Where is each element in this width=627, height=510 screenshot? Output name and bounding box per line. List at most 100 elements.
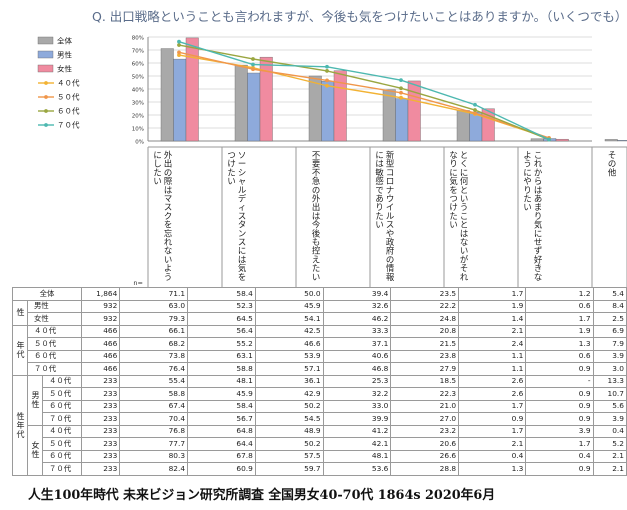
value-cell: 27.9 <box>390 362 460 376</box>
value-cell: 58.8 <box>187 362 256 376</box>
value-cell: 37.1 <box>322 337 392 351</box>
value-cell: 46.6 <box>254 337 324 351</box>
value-cell: 80.3 <box>119 449 189 463</box>
value-cell: 32.2 <box>322 387 392 401</box>
y-tick-label: 60% <box>132 62 144 68</box>
value-cell: 46.8 <box>322 362 392 376</box>
table-row: ５０代 233 77.7 64.4 50.2 42.1 20.6 2.1 1.7 5.2 <box>13 437 627 451</box>
line-point-0-0 <box>177 53 181 57</box>
n-cell: 233 <box>80 424 121 438</box>
line-series-3 <box>178 41 550 141</box>
line-point-3-2 <box>325 64 329 69</box>
value-cell: 45.9 <box>254 299 324 313</box>
value-cell: 55.4 <box>119 374 189 388</box>
value-cell: 64.5 <box>187 312 256 326</box>
value-cell: 76.8 <box>119 424 189 438</box>
legend-swatch-0 <box>37 36 54 45</box>
category-labels: 外出の際はマスクを忘れないようにしたい ソーシャルディスタンスには気をつけたい 不要… <box>133 146 627 287</box>
n-cell: 233 <box>80 399 121 413</box>
value-cell: 22.3 <box>390 387 460 401</box>
y-tick-label: 80% <box>132 36 144 42</box>
value-cell: 58.8 <box>119 387 189 401</box>
line-point-1-2 <box>325 78 329 83</box>
value-cell: 1.9 <box>525 324 594 338</box>
value-cell: 20.8 <box>390 324 460 338</box>
table-row: 女性 932 79.3 64.5 54.1 46.2 24.8 1.4 1.7 2.5 <box>13 312 627 326</box>
bar-2-1 <box>259 56 273 142</box>
value-cell: 1.1 <box>458 349 527 363</box>
bar-0-3 <box>382 89 396 142</box>
n-cell: 233 <box>80 449 121 463</box>
value-cell: 3.9 <box>592 412 627 426</box>
value-cell: 60.9 <box>187 462 256 476</box>
line-series-0 <box>178 54 550 139</box>
subgroup-label: 男性 <box>27 374 43 426</box>
value-cell: 0.4 <box>592 424 627 438</box>
table-row: 性年代 男性 ４０代 233 55.4 48.1 36.1 25.3 18.5 2.6-13.3 <box>12 374 627 476</box>
line-point-1-0 <box>177 50 181 55</box>
value-cell: 57.1 <box>254 362 324 376</box>
group-label: 性 <box>12 299 28 326</box>
data-table: 全体 1,864 71.1 58.4 50.0 39.4 23.5 1.7 1.2 5.4 性男性 9… <box>12 287 627 476</box>
line-point-0-3 <box>399 95 403 100</box>
value-cell: 0.4 <box>525 449 594 463</box>
value-cell: 48.1 <box>322 449 392 463</box>
legend-marker-1 <box>44 95 48 99</box>
table-row: ６０代 466 73.8 63.1 53.9 40.6 23.8 1.1 0.6 3.9 <box>13 349 627 363</box>
category-label-6: その他 <box>608 150 617 177</box>
legend-label: 男性 <box>57 50 72 60</box>
row-label: 女性 <box>27 312 82 326</box>
value-cell: 66.1 <box>119 324 189 338</box>
y-tick-label: 10% <box>132 127 144 133</box>
value-cell: 7.9 <box>592 337 627 351</box>
value-cell: 5.6 <box>592 399 627 413</box>
value-cell: 28.8 <box>390 462 460 476</box>
value-cell: 1.7 <box>458 399 527 413</box>
table-row: ６０代 233 80.3 67.8 57.5 48.1 26.6 0.4 0.4 2.1 <box>13 449 627 463</box>
line-point-3-0 <box>177 39 181 44</box>
row-label: ４０代 <box>27 324 82 338</box>
value-cell: 53.6 <box>322 462 392 476</box>
group-label: 年代 <box>12 324 28 376</box>
row-label: ７０代 <box>27 362 82 376</box>
legend-label: ５０代 <box>57 92 80 102</box>
value-cell: 1.7 <box>458 287 527 301</box>
category-label-4: とくに何ということはないがそれなりに気をつけたい <box>449 150 469 282</box>
bar-0-4 <box>456 110 470 142</box>
row-label: 全体 <box>12 287 82 301</box>
value-cell: 50.0 <box>254 287 324 301</box>
value-cell: 59.7 <box>254 462 324 476</box>
line-point-2-4 <box>473 108 477 112</box>
line-point-0-2 <box>325 83 329 88</box>
value-cell: 23.8 <box>390 349 460 363</box>
bar-2-5 <box>555 138 569 142</box>
value-cell: 57.5 <box>254 449 324 463</box>
row-label: ４０代 <box>42 424 82 438</box>
y-tick-label: 20% <box>132 114 144 120</box>
row-label: 男性 <box>27 299 82 313</box>
value-cell: 77.7 <box>119 437 189 451</box>
value-cell: 1.9 <box>458 299 527 313</box>
value-cell: 1.7 <box>458 424 527 438</box>
value-cell: 33.3 <box>322 324 392 338</box>
legend-label: 全体 <box>57 36 72 46</box>
value-cell: 42.5 <box>254 324 324 338</box>
value-cell: 54.1 <box>254 312 324 326</box>
bar-1-3 <box>395 98 409 142</box>
value-cell: 20.6 <box>390 437 460 451</box>
value-cell: 48.9 <box>254 424 324 438</box>
value-cell: 3.9 <box>592 349 627 363</box>
value-cell: 0.6 <box>525 349 594 363</box>
n-cell: 233 <box>80 437 121 451</box>
row-label: ７０代 <box>42 462 82 476</box>
table-row: 全体 1,864 71.1 58.4 50.0 39.4 23.5 1.7 1.2 5.4 <box>12 287 627 301</box>
value-cell: 2.6 <box>458 387 527 401</box>
line-point-3-5 <box>547 137 551 142</box>
value-cell: 18.5 <box>390 374 460 388</box>
row-label: ６０代 <box>42 399 82 413</box>
legend-label: ４０代 <box>57 78 80 88</box>
value-cell: 58.4 <box>187 399 256 413</box>
bar-1-2 <box>321 81 335 142</box>
value-cell: 70.4 <box>119 412 189 426</box>
value-cell: 50.2 <box>254 399 324 413</box>
